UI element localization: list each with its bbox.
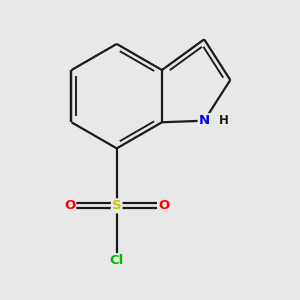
Text: O: O — [158, 199, 169, 212]
Text: Cl: Cl — [110, 254, 124, 267]
Text: H: H — [219, 114, 229, 127]
Text: S: S — [112, 199, 122, 212]
Text: O: O — [64, 199, 75, 212]
Text: N: N — [199, 114, 210, 127]
